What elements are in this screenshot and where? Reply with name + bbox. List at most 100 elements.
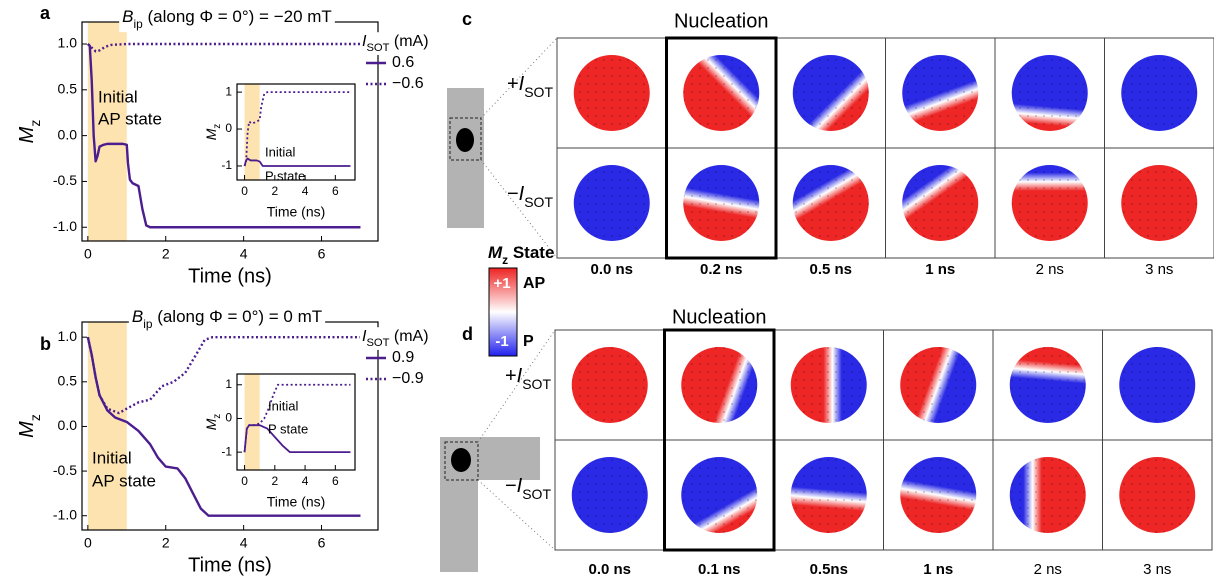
row-label-part: + xyxy=(505,365,517,387)
panel-letter: a xyxy=(40,3,51,23)
annotation: Initial xyxy=(265,144,295,159)
y-tick-label: 0.0 xyxy=(58,126,78,142)
x-tick-label: 6 xyxy=(332,474,339,488)
chart-title-part: (along Φ = 0°) = −20 mT xyxy=(143,7,332,26)
y-tick-label: 1.0 xyxy=(58,35,78,51)
x-tick-label: 4 xyxy=(302,474,309,488)
spin-arrows xyxy=(1012,165,1088,241)
highlight-band xyxy=(245,374,260,470)
column-label: 0.5 ns xyxy=(809,261,852,278)
colorbar-title-part: M xyxy=(488,243,503,262)
x-tick-label: 4 xyxy=(240,246,248,262)
legend-label: 0.6 xyxy=(392,54,414,71)
spin-arrows xyxy=(1121,55,1197,131)
spin-arrows xyxy=(572,457,648,533)
line-chart: 02461.00.50.0-0.5-1.0Time (ns)MzInitialA… xyxy=(16,3,430,288)
spin-arrows xyxy=(900,457,976,533)
y-tick-label: 1.0 xyxy=(58,328,78,344)
spin-arrows xyxy=(683,165,759,241)
column-label: 1 ns xyxy=(925,261,955,278)
y-tick-label: -0.5 xyxy=(53,462,77,478)
x-tick-label: 4 xyxy=(240,535,248,551)
chart-title-part: ip xyxy=(134,17,144,31)
spin-arrows xyxy=(1121,165,1197,241)
spin-arrows xyxy=(574,55,650,131)
spin-arrows xyxy=(683,55,759,131)
y-tick-label: 1 xyxy=(225,84,232,98)
legend-title-part: SOT xyxy=(366,337,389,349)
y-tick-label: 0.5 xyxy=(58,373,78,389)
y-axis-label: Mz xyxy=(203,124,223,141)
line-chart: 0246-101Time (ns)MzInitialP state xyxy=(203,84,355,220)
spin-arrows xyxy=(1119,457,1195,533)
y-axis-label-part: z xyxy=(27,414,43,421)
line-chart: 02461.00.50.0-0.5-1.0Time (ns)MzInitialA… xyxy=(16,306,430,576)
x-tick-label: 2 xyxy=(271,474,278,488)
x-axis-label: Time (ns) xyxy=(267,204,326,220)
panel-letter: c xyxy=(462,9,472,29)
x-tick-label: 0 xyxy=(84,535,92,551)
series-line xyxy=(88,44,361,51)
x-tick-label: 0 xyxy=(84,246,92,262)
column-label: 2 ns xyxy=(1034,561,1062,578)
device-schematic xyxy=(440,330,555,572)
x-axis-label: Time (ns) xyxy=(188,265,272,287)
y-axis-label-part: z xyxy=(27,120,43,127)
y-tick-label: -1.0 xyxy=(53,506,77,522)
annotation: Initial xyxy=(92,448,132,467)
column-label: 0.0 ns xyxy=(588,561,631,578)
annotation: P state xyxy=(268,421,308,436)
y-axis-label: Mz xyxy=(16,414,42,438)
row-label-part: SOT xyxy=(522,376,551,392)
spin-arrows xyxy=(900,347,976,423)
row-label-part: SOT xyxy=(524,194,553,210)
spin-arrows xyxy=(902,165,978,241)
legend-title-part: (mA) xyxy=(389,328,428,345)
panel-heading: Nucleation xyxy=(674,10,769,32)
y-tick-label: -1 xyxy=(221,158,232,172)
x-tick-label: 6 xyxy=(332,184,339,198)
spin-arrows xyxy=(1010,347,1086,423)
y-tick-label: -1.0 xyxy=(53,218,77,234)
x-tick-label: 6 xyxy=(318,535,326,551)
colorbar-bottom-state: P xyxy=(523,333,534,350)
highlight-band xyxy=(245,84,260,180)
row-label-part: − xyxy=(505,475,517,497)
annotation: AP state xyxy=(92,471,156,490)
legend-label: −0.6 xyxy=(392,75,424,92)
spin-arrows xyxy=(1012,55,1088,131)
annotation: Initial xyxy=(268,398,298,413)
figure: +1 -1 AP P 0 2 4 6 1.0 0.5 0.0 -0.5 -1.0 Time (ns… xyxy=(0,0,1214,588)
y-tick-label: -0.5 xyxy=(53,172,77,188)
row-label: +ISOT xyxy=(507,73,553,99)
x-tick-label: 2 xyxy=(162,535,170,551)
column-label: 0.5ns xyxy=(810,561,848,578)
column-label: 1 ns xyxy=(923,561,953,578)
row-label-part: + xyxy=(507,73,519,95)
x-tick-label: 6 xyxy=(318,246,326,262)
chart-title-part: (along Φ = 0°) = 0 mT xyxy=(152,307,322,326)
spin-arrows xyxy=(681,457,757,533)
x-tick-label: 2 xyxy=(162,246,170,262)
chart-title-part: B xyxy=(132,307,143,326)
device-schematic xyxy=(447,38,557,258)
x-tick-label: 2 xyxy=(271,184,278,198)
spin-arrows xyxy=(1010,457,1086,533)
column-label: 3 ns xyxy=(1143,561,1171,578)
colorbar-top-state: AP xyxy=(523,275,546,292)
legend-label: −0.9 xyxy=(392,370,424,387)
x-tick-label: 4 xyxy=(302,184,309,198)
x-axis-label: Time (ns) xyxy=(267,494,326,510)
chart-title-part: B xyxy=(122,7,133,26)
y-axis-label-part: z xyxy=(212,414,223,419)
annotation: P state xyxy=(265,168,305,183)
x-tick-label: 0 xyxy=(241,474,248,488)
annotation: AP state xyxy=(98,109,162,128)
spin-arrows xyxy=(793,165,869,241)
annotation: Initial xyxy=(98,87,138,106)
colorbar-title: Mz State xyxy=(488,243,554,267)
legend-title-part: (mA) xyxy=(389,33,428,50)
